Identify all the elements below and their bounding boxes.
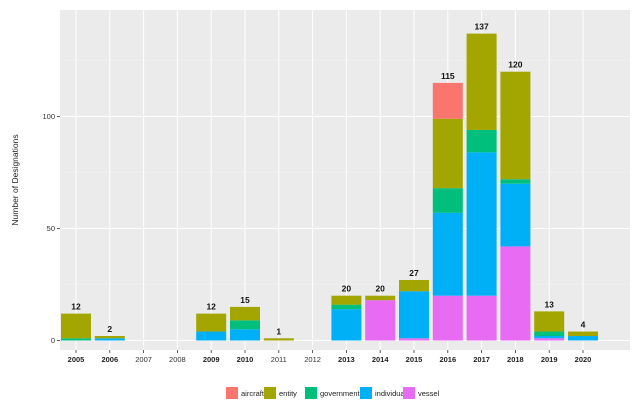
- total-label-2020: 4: [581, 320, 586, 330]
- y-tick-label: 50: [47, 224, 55, 233]
- bar-segment-government-2016: [432, 188, 463, 213]
- bar-segment-entity-2017: [466, 33, 497, 130]
- x-tick-label-2006: 2006: [101, 355, 118, 364]
- bar-segment-individual-2018: [500, 183, 531, 247]
- bar-segment-entity-2011: [263, 338, 294, 341]
- bar-segment-individual-2006: [94, 338, 125, 341]
- bar-segment-individual-2013: [331, 309, 362, 341]
- total-label-2019: 13: [544, 299, 554, 309]
- x-tick-label-2014: 2014: [372, 355, 390, 364]
- bars-layer: [61, 33, 598, 341]
- bar-segment-aircraft-2016: [432, 82, 463, 119]
- bar-segment-individual-2010: [230, 329, 260, 341]
- bar-segment-individual-2017: [466, 152, 497, 296]
- legend-key-individual: [360, 387, 372, 399]
- bar-segment-vessel-2015: [399, 338, 429, 341]
- x-tick-label-2016: 2016: [439, 355, 456, 364]
- y-axis-ticks: 0 50 100: [42, 112, 60, 345]
- plot-panel: [60, 10, 630, 350]
- legend-label-vessel: vessel: [418, 389, 440, 398]
- bar-segment-entity-2018: [500, 71, 531, 180]
- y-tick-label: 0: [51, 336, 55, 345]
- legend-key-vessel: [403, 387, 415, 399]
- bar-segment-government-2019: [534, 331, 565, 337]
- minor-gridlines: [60, 60, 630, 285]
- legend-key-government: [305, 387, 317, 399]
- bar-segment-vessel-2014: [365, 300, 396, 341]
- bar-segment-individual-2020: [568, 336, 598, 341]
- x-axis-ticks: 2005 2006 2007 2008 2009 2010 2011 2012 2013 2014…: [68, 350, 592, 364]
- bar-segment-vessel-2019: [534, 338, 565, 341]
- x-tick-label-2011: 2011: [271, 355, 287, 364]
- total-label-2005: 12: [71, 302, 81, 312]
- bar-segment-vessel-2018: [500, 246, 531, 341]
- total-label-2010: 15: [240, 295, 250, 305]
- legend-label-government: government: [320, 389, 361, 398]
- bar-segment-entity-2020: [568, 331, 598, 337]
- x-tick-label-2012: 2012: [304, 355, 321, 364]
- bar-segment-government-2017: [466, 129, 497, 153]
- legend-label-aircraft: aircraft: [241, 389, 265, 398]
- bar-segment-entity-2005: [61, 313, 91, 339]
- y-axis-title: Number of Designations: [10, 134, 20, 225]
- bar-segment-individual-2009: [196, 331, 227, 341]
- bar-segment-individual-2015: [399, 291, 429, 339]
- bar-segment-vessel-2016: [432, 295, 463, 341]
- x-tick-label-2008: 2008: [169, 355, 186, 364]
- bar-segment-entity-2019: [534, 311, 565, 332]
- x-tick-label-2018: 2018: [507, 355, 524, 364]
- bar-segment-vessel-2017: [466, 295, 497, 341]
- total-label-2018: 120: [508, 60, 522, 70]
- bar-segment-entity-2014: [365, 295, 396, 301]
- legend-key-entity: [264, 387, 276, 399]
- bar-segment-entity-2010: [230, 306, 260, 321]
- total-label-2006: 2: [107, 324, 112, 334]
- bar-segment-individual-2016: [432, 212, 463, 296]
- total-label-2009: 12: [206, 302, 216, 312]
- total-label-2015: 27: [409, 268, 419, 278]
- bar-segment-government-2013: [331, 304, 362, 310]
- bar-segment-government-2005: [61, 338, 91, 341]
- bar-segment-entity-2009: [196, 313, 227, 332]
- x-tick-label-2019: 2019: [541, 355, 558, 364]
- x-tick-label-2009: 2009: [203, 355, 220, 364]
- bar-segment-government-2018: [500, 179, 531, 184]
- bar-segment-government-2010: [230, 320, 260, 330]
- x-tick-label-2007: 2007: [135, 355, 152, 364]
- total-label-2016: 115: [441, 71, 455, 81]
- x-tick-label-2010: 2010: [237, 355, 254, 364]
- x-tick-label-2013: 2013: [338, 355, 355, 364]
- bar-segment-entity-2006: [94, 336, 125, 339]
- total-label-2011: 1: [276, 326, 281, 336]
- legend-label-entity: entity: [279, 389, 297, 398]
- total-label-2017: 137: [475, 22, 489, 32]
- bar-segment-individual-2019: [534, 336, 565, 339]
- x-tick-label-2005: 2005: [68, 355, 85, 364]
- total-label-2014: 20: [375, 284, 385, 294]
- legend: aircraft entity government individual vessel: [226, 387, 440, 399]
- x-tick-label-2020: 2020: [575, 355, 592, 364]
- total-label-2013: 20: [342, 284, 352, 294]
- bar-segment-entity-2015: [399, 280, 429, 292]
- x-tick-label-2015: 2015: [406, 355, 423, 364]
- bar-segment-entity-2016: [432, 118, 463, 189]
- x-tick-label-2017: 2017: [473, 355, 490, 364]
- legend-label-individual: individual: [375, 389, 407, 398]
- bar-segment-entity-2013: [331, 295, 362, 305]
- y-tick-label: 100: [42, 112, 55, 121]
- legend-key-aircraft: [226, 387, 238, 399]
